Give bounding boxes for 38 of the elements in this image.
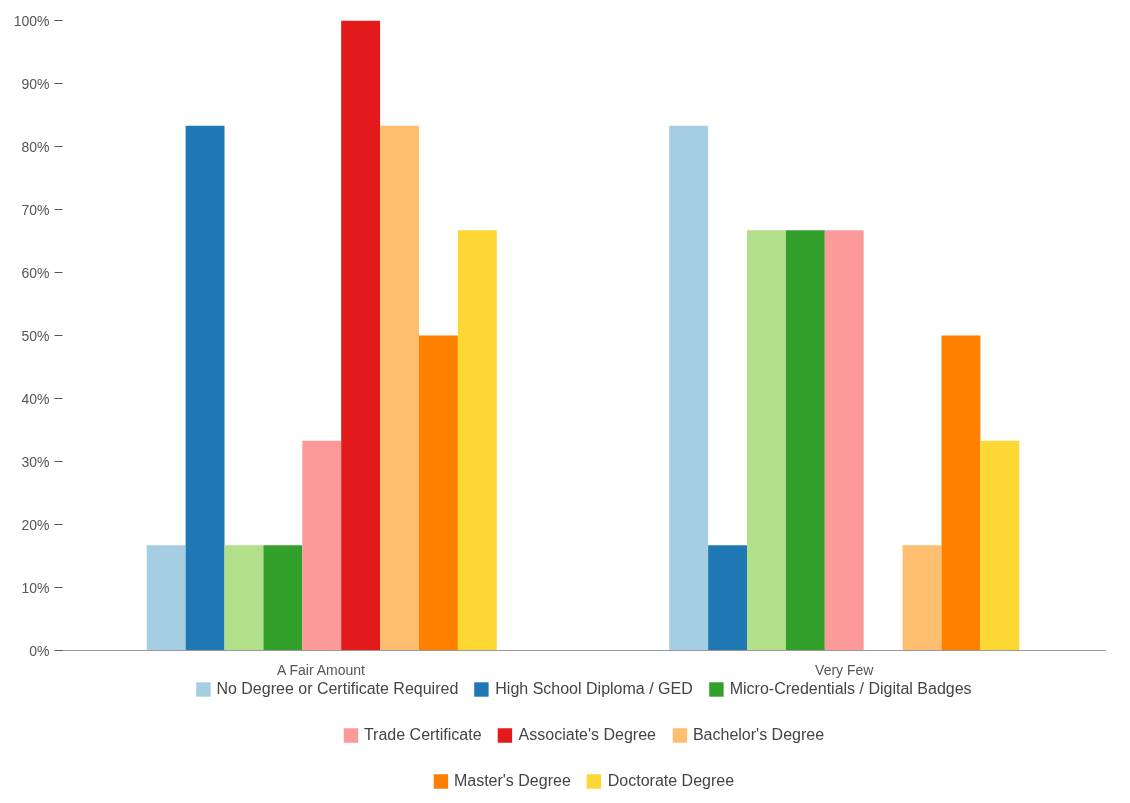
y-tick-label: 0% — [29, 642, 50, 659]
bar — [263, 545, 303, 651]
bar — [185, 125, 225, 651]
bar — [341, 20, 381, 651]
y-tick-label: 80% — [21, 138, 50, 155]
bar — [380, 125, 419, 651]
bar — [302, 440, 342, 651]
bar — [457, 230, 497, 651]
y-tick-label: 60% — [21, 264, 50, 281]
bar — [902, 545, 942, 651]
legend-label: Bachelor's Degree — [692, 726, 825, 744]
y-tick-label: 50% — [21, 327, 50, 344]
bar — [708, 545, 748, 651]
legend-label: Trade Certificate — [363, 726, 482, 744]
legend-label: Micro-Credentials / Digital Badges — [729, 680, 972, 698]
bar — [824, 230, 864, 651]
legend-label: Associate's Degree — [518, 726, 656, 744]
x-tick-label: A Fair Amount — [277, 661, 366, 678]
bar — [146, 545, 186, 651]
y-tick-label: 30% — [21, 453, 50, 470]
legend-label: Master's Degree — [453, 772, 571, 790]
legend-label: No Degree or Certificate Required — [216, 680, 459, 698]
y-tick-label: 100% — [13, 12, 50, 29]
bar — [418, 335, 458, 651]
x-tick-label: Very Few — [815, 661, 875, 678]
legend-label: High School Diploma / GED — [495, 680, 693, 698]
y-tick-label: 10% — [21, 579, 50, 596]
y-tick-label: 90% — [21, 75, 50, 92]
bar — [747, 230, 786, 651]
legend-label: Doctorate Degree — [607, 772, 735, 790]
bar — [669, 125, 709, 651]
bar — [980, 440, 1020, 651]
bar — [224, 545, 264, 651]
y-tick-label: 70% — [21, 201, 50, 218]
y-tick-label: 20% — [21, 516, 50, 533]
y-tick-label: 40% — [21, 390, 50, 407]
bar — [941, 335, 981, 651]
bar — [785, 230, 825, 651]
